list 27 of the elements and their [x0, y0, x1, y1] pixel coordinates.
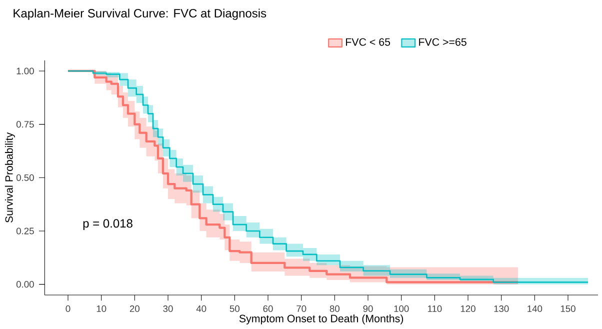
x-tick-label: 40: [196, 305, 206, 312]
legend-label: FVC < 65: [346, 38, 390, 46]
y-tick-label: 0.00: [16, 281, 34, 288]
x-tick-label: 0: [66, 305, 70, 312]
x-tick-label: 150: [560, 305, 576, 312]
x-tick-label: 90: [363, 305, 373, 312]
y-tick-label: 0.25: [16, 228, 34, 234]
x-tick-label: 140: [528, 305, 542, 312]
x-axis-title: Symptom Onset to Death (Months): [239, 314, 404, 324]
x-tick-label: 30: [163, 305, 173, 312]
x-tick-label: 100: [394, 305, 409, 312]
y-tick-label: 0.75: [16, 121, 34, 128]
y-axis-title: Survival Probability: [5, 132, 15, 223]
annotation: p = 0.018: [83, 219, 132, 230]
y-tick-label: 1.00: [16, 68, 34, 74]
y-tick-label: 0.50: [16, 174, 34, 182]
x-tick-label: 130: [494, 305, 509, 312]
x-tick-label: 110: [428, 305, 442, 312]
x-tick-label: 20: [130, 305, 140, 312]
x-tick-label: 60: [263, 305, 273, 312]
x-tick-label: 80: [330, 305, 340, 312]
legend-label: FVC >=65: [419, 38, 466, 46]
x-tick-label: 50: [230, 305, 240, 312]
x-tick-label: 10: [96, 305, 106, 312]
x-tick-label: 70: [296, 305, 306, 312]
chart-title: Kaplan-Meier Survival Curve: FVC at Diagnosis: [14, 8, 266, 20]
x-tick-label: 120: [460, 305, 476, 312]
